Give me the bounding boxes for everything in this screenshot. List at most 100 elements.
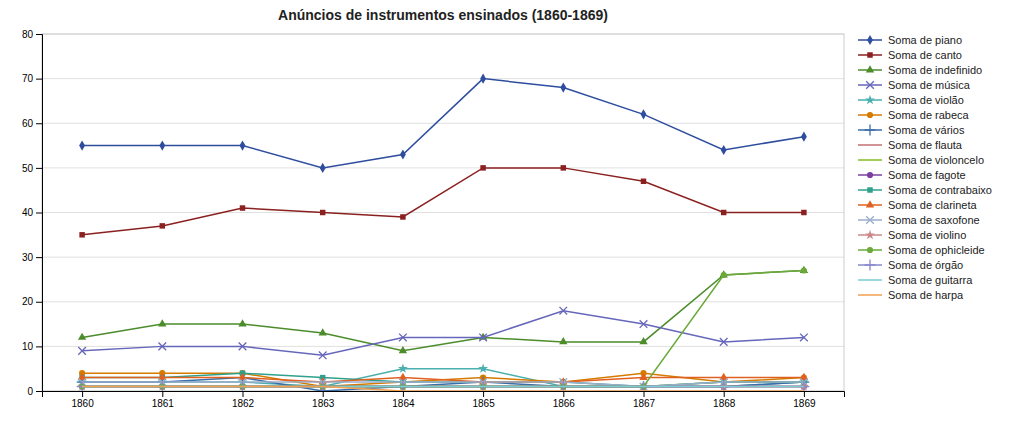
legend-item: Soma de rabeca xyxy=(858,109,970,121)
series-marker xyxy=(78,333,86,340)
x-tick: 1868 xyxy=(713,391,736,409)
x-axis: 1860186118621863186418651866186718681869 xyxy=(43,391,845,409)
legend-label: Soma de órgão xyxy=(888,259,963,271)
series-marker xyxy=(639,373,647,380)
legend-marker xyxy=(865,125,876,136)
series-marker xyxy=(319,351,327,359)
series-marker xyxy=(801,132,807,142)
legend-marker xyxy=(867,112,873,118)
y-tick: 80 xyxy=(22,29,42,40)
legend-item: Soma de canto xyxy=(858,49,962,61)
legend-marker xyxy=(867,35,873,45)
legend-marker xyxy=(865,230,875,239)
x-tick-mark xyxy=(162,391,163,397)
series-line xyxy=(82,79,804,168)
series-line xyxy=(82,271,804,387)
grid-line xyxy=(42,301,844,302)
legend-label: Soma de flauta xyxy=(888,139,963,151)
legend-label: Soma de vários xyxy=(888,124,965,136)
series-line xyxy=(82,311,804,356)
legend-label: Soma de violino xyxy=(888,229,966,241)
series-line xyxy=(82,373,804,386)
y-tick: 0 xyxy=(27,386,42,397)
series-marker xyxy=(800,266,808,273)
x-tick-label: 1867 xyxy=(633,398,656,409)
y-tick-mark xyxy=(36,168,42,169)
x-axis-line xyxy=(43,392,845,398)
x-tick-label: 1866 xyxy=(553,398,576,409)
series-marker xyxy=(559,307,567,315)
x-tick-label: 1863 xyxy=(312,398,335,409)
legend-label: Soma de ophicleide xyxy=(888,244,985,256)
plot-frame xyxy=(42,34,844,391)
series xyxy=(77,381,810,391)
series-marker xyxy=(721,210,726,215)
series-marker xyxy=(320,163,326,173)
series-line xyxy=(82,387,804,391)
x-tick: 1864 xyxy=(392,391,415,409)
series-marker xyxy=(79,232,84,237)
legend-item: Soma de órgão xyxy=(858,259,963,271)
series xyxy=(79,74,807,173)
grid-line xyxy=(42,257,844,258)
x-tick-label: 1861 xyxy=(152,398,175,409)
legend-label: Soma de violão xyxy=(888,94,964,106)
legend-label: Soma de rabeca xyxy=(888,109,970,121)
legend-marker xyxy=(865,95,875,104)
series-marker xyxy=(399,334,407,342)
series-marker xyxy=(238,319,246,326)
series-line xyxy=(82,168,804,235)
legend-marker xyxy=(865,260,876,271)
x-tick: 1866 xyxy=(553,391,576,409)
series-marker xyxy=(399,346,407,353)
series xyxy=(77,372,810,391)
legend-label: Soma de fagote xyxy=(888,169,966,181)
y-tick-mark xyxy=(36,79,42,80)
legend-item: Soma de indefinido xyxy=(858,64,982,76)
legend-swatch xyxy=(858,294,882,296)
series-marker xyxy=(641,179,646,184)
series-marker xyxy=(478,364,488,373)
series-marker xyxy=(79,140,85,150)
y-tick-label: 80 xyxy=(22,29,34,40)
grid xyxy=(42,34,844,391)
legend-item: Soma de guitarra xyxy=(858,274,973,286)
series-marker xyxy=(720,270,728,277)
legend-item: Soma de violoncelo xyxy=(858,154,984,166)
x-tick-mark xyxy=(403,391,404,397)
x-tick-label: 1868 xyxy=(713,398,736,409)
y-tick-mark xyxy=(36,34,42,35)
chart-title: Anúncios de instrumentos ensinados (1860… xyxy=(278,7,608,23)
series-marker xyxy=(800,334,808,342)
series xyxy=(77,364,809,391)
series-marker xyxy=(479,334,487,342)
y-tick: 70 xyxy=(22,73,42,84)
legend-marker xyxy=(866,65,874,72)
y-tick-label: 10 xyxy=(22,341,34,352)
series-marker xyxy=(801,210,806,215)
legend-marker xyxy=(867,187,872,192)
legend-label: Soma de guitarra xyxy=(888,274,973,286)
grid-line xyxy=(42,167,844,168)
series xyxy=(79,267,807,389)
legend-item: Soma de violão xyxy=(858,94,964,106)
series-marker xyxy=(480,165,485,170)
series-marker xyxy=(158,319,166,326)
x-tick: 1860 xyxy=(71,391,94,409)
x-tick-mark xyxy=(82,391,83,397)
legend-item: Soma de contrabaixo xyxy=(858,184,992,196)
x-tick-label: 1862 xyxy=(232,398,255,409)
series-marker xyxy=(240,140,246,150)
series xyxy=(78,378,807,390)
x-tick-label: 1865 xyxy=(472,398,495,409)
x-tick-mark xyxy=(323,391,324,397)
series-marker xyxy=(639,337,647,344)
x-tick-mark xyxy=(243,391,244,397)
series xyxy=(78,307,807,359)
x-tick-mark xyxy=(483,391,484,397)
legend-label: Soma de contrabaixo xyxy=(888,184,992,196)
series-marker xyxy=(398,364,408,373)
x-tick-mark xyxy=(563,391,564,397)
series-marker xyxy=(159,140,165,150)
x-tick-mark xyxy=(724,391,725,397)
